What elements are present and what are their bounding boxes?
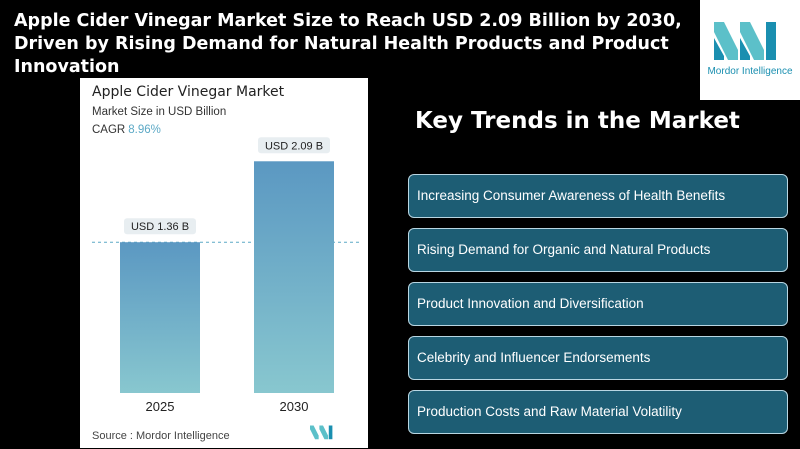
cagr-label: CAGR	[92, 124, 126, 136]
trend-item-4[interactable]: Celebrity and Influencer Endorsements	[408, 336, 788, 380]
logo-text: Mordor Intelligence	[707, 66, 793, 77]
data-label-2025: USD 1.36 B	[131, 221, 189, 233]
cagr-value: 8.96%	[128, 124, 161, 136]
trends-title: Key Trends in the Market	[415, 108, 740, 134]
market-card: Apple Cider Vinegar Market Market Size i…	[80, 78, 368, 448]
bar-2030	[254, 161, 334, 393]
cagr: CAGR 8.96%	[92, 124, 161, 136]
data-label-bg-2025	[124, 218, 196, 235]
trend-item-3[interactable]: Product Innovation and Diversification	[408, 282, 788, 326]
data-label-bg-2030	[258, 137, 330, 154]
trend-item-2[interactable]: Rising Demand for Organic and Natural Pr…	[408, 228, 788, 272]
source-note: Source : Mordor Intelligence	[92, 430, 230, 442]
card-title: Apple Cider Vinegar Market	[92, 84, 285, 100]
x-tick-2030: 2030	[280, 399, 309, 414]
mordor-logo: Mordor Intelligence	[700, 0, 800, 100]
card-subtitle: Market Size in USD Billion	[92, 106, 227, 118]
bar-chart: USD 1.36 B 2025 USD 2.09 B 2030	[92, 137, 362, 414]
source-logo-icon	[310, 425, 333, 440]
trend-item-1[interactable]: Increasing Consumer Awareness of Health …	[408, 174, 788, 218]
x-tick-2025: 2025	[146, 399, 175, 414]
mordor-logo-icon	[714, 22, 776, 60]
bar-2025	[120, 242, 200, 393]
trend-item-5[interactable]: Production Costs and Raw Material Volati…	[408, 390, 788, 434]
headline: Apple Cider Vinegar Market Size to Reach…	[14, 11, 682, 77]
data-label-2030: USD 2.09 B	[265, 140, 323, 152]
